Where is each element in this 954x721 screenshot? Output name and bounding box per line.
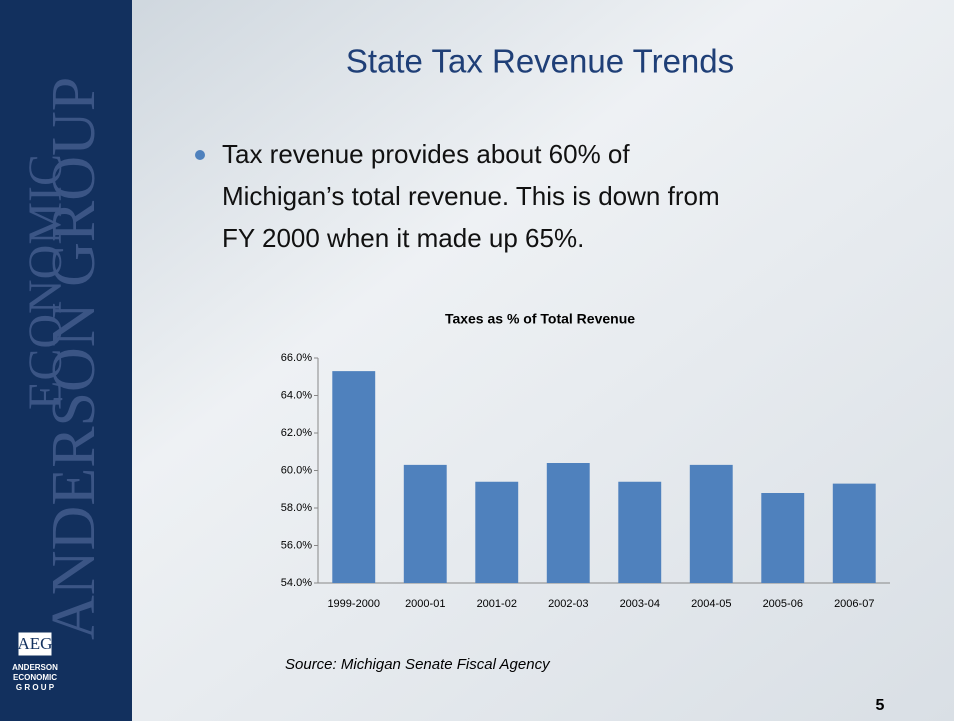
y-tick-label: 54.0% bbox=[281, 577, 312, 589]
brand: ECONOMIC bbox=[19, 154, 72, 410]
x-tick-label: 2004-05 bbox=[691, 598, 731, 610]
x-tick-label: 2002-03 bbox=[548, 598, 588, 610]
bullet-text: Michigan’s total revenue. This is down f… bbox=[222, 181, 720, 211]
y-tick-label: 60.0% bbox=[281, 464, 312, 476]
logo-text: G R O U P bbox=[16, 683, 55, 692]
x-tick-label: 2003-04 bbox=[620, 598, 660, 610]
x-tick-label: 2001-02 bbox=[477, 598, 517, 610]
page-number: 5 bbox=[876, 697, 885, 714]
logo-text: ANDERSON bbox=[12, 663, 58, 672]
slide-title: State Tax Revenue Trends bbox=[346, 43, 734, 80]
logo-box bbox=[17, 631, 53, 657]
source: Source: Michigan Senate Fiscal Agency bbox=[285, 656, 551, 673]
side-band bbox=[0, 0, 132, 721]
bar bbox=[403, 464, 447, 583]
x-tick-label: 1999-2000 bbox=[327, 598, 380, 610]
x-tick-label: 2005-06 bbox=[763, 598, 803, 610]
bullet-text: FY 2000 when it made up 65%. bbox=[222, 223, 584, 253]
bar bbox=[832, 483, 876, 583]
bullet-text: Tax revenue provides about 60% of bbox=[222, 139, 630, 169]
bar bbox=[546, 463, 590, 583]
x-tick-label: 2000-01 bbox=[405, 598, 445, 610]
logo: AEG bbox=[18, 634, 53, 653]
chart-title: Taxes as % of Total Revenue bbox=[445, 311, 635, 327]
logo-text: ECONOMIC bbox=[13, 673, 57, 682]
x-tick-label: 2006-07 bbox=[834, 598, 874, 610]
brand: ANDERSON GROUP bbox=[40, 77, 108, 640]
bar bbox=[761, 493, 805, 583]
bar bbox=[332, 371, 376, 583]
y-tick-label: 64.0% bbox=[281, 389, 312, 401]
y-tick-label: 58.0% bbox=[281, 502, 312, 514]
bar bbox=[689, 464, 733, 583]
bar bbox=[618, 481, 662, 583]
bullet-dot bbox=[195, 150, 205, 160]
y-tick-label: 62.0% bbox=[281, 427, 312, 439]
bar bbox=[475, 481, 519, 583]
y-tick-label: 56.0% bbox=[281, 539, 312, 551]
y-tick-label: 66.0% bbox=[281, 352, 312, 364]
